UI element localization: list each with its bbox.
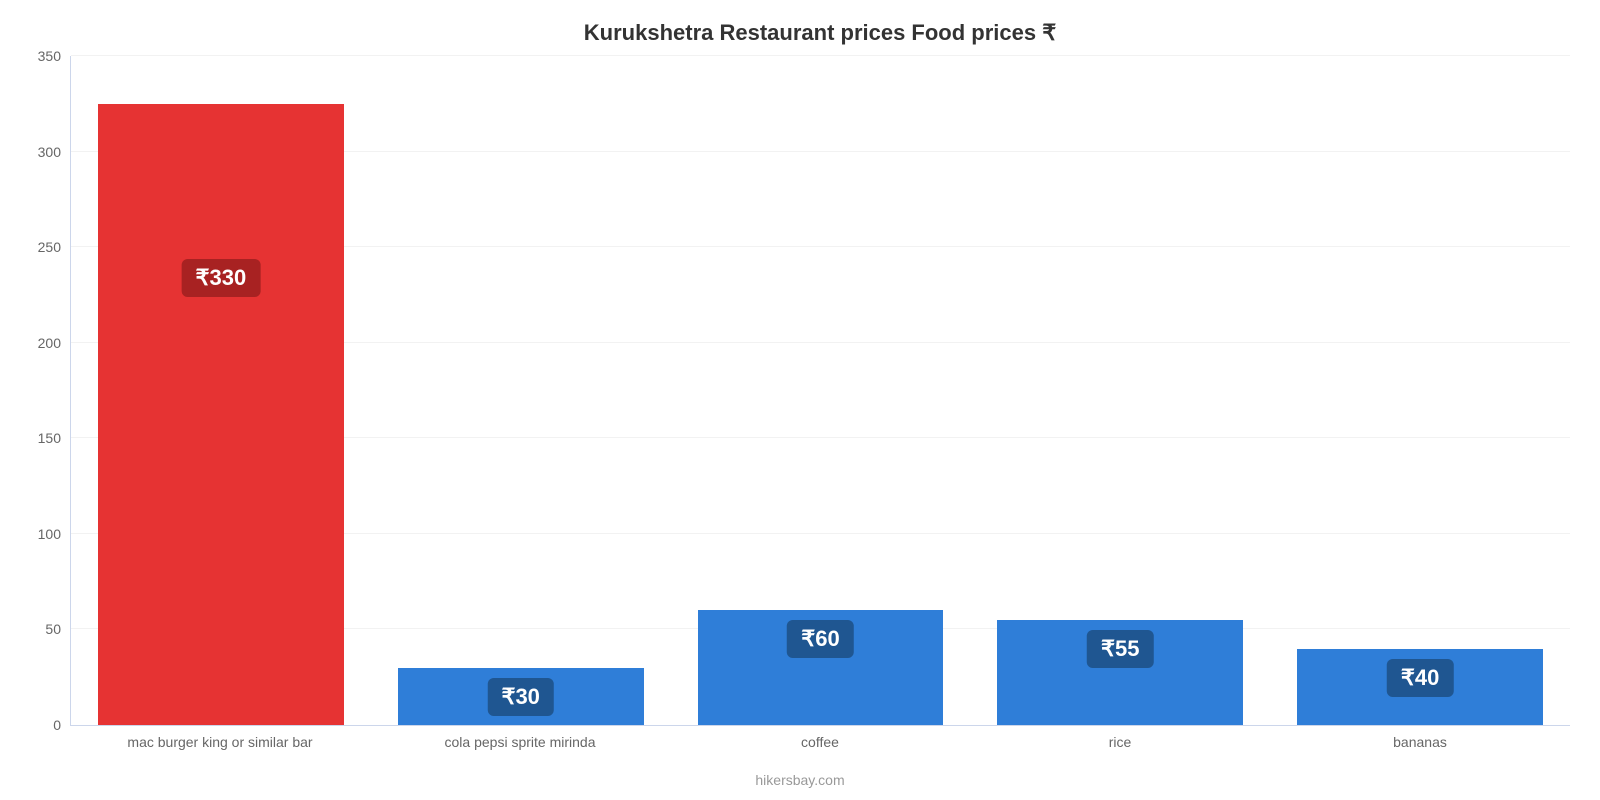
plot-area: 050100150200250300350₹330₹30₹60₹55₹40 — [70, 56, 1570, 726]
y-tick-label: 0 — [53, 717, 71, 733]
value-badge: ₹330 — [182, 259, 261, 297]
value-badge: ₹60 — [787, 620, 853, 658]
bar: ₹60 — [698, 610, 944, 725]
chart-container: Kurukshetra Restaurant prices Food price… — [0, 0, 1600, 800]
x-tick-label: mac burger king or similar bar — [70, 734, 370, 750]
x-tick-label: coffee — [670, 734, 970, 750]
bar-slot: ₹60 — [671, 56, 971, 725]
bar: ₹330 — [98, 104, 344, 725]
footer-credit: hikersbay.com — [0, 772, 1600, 788]
bar-slot: ₹30 — [371, 56, 671, 725]
chart-title: Kurukshetra Restaurant prices Food price… — [70, 20, 1570, 46]
bar: ₹40 — [1297, 649, 1543, 725]
y-tick-label: 150 — [38, 430, 71, 446]
x-tick-label: cola pepsi sprite mirinda — [370, 734, 670, 750]
x-tick-label: bananas — [1270, 734, 1570, 750]
value-badge: ₹55 — [1087, 630, 1153, 668]
bars-row: ₹330 ₹30 ₹60 ₹55 ₹40 — [71, 56, 1570, 725]
bar-slot: ₹330 — [71, 56, 371, 725]
y-tick-label: 200 — [38, 335, 71, 351]
value-badge: ₹40 — [1387, 659, 1453, 697]
bar-slot: ₹55 — [970, 56, 1270, 725]
y-tick-label: 350 — [38, 48, 71, 64]
x-axis-labels: mac burger king or similar barcola pepsi… — [70, 734, 1570, 750]
y-tick-label: 250 — [38, 239, 71, 255]
bar: ₹30 — [398, 668, 644, 725]
y-tick-label: 50 — [45, 621, 71, 637]
x-tick-label: rice — [970, 734, 1270, 750]
y-tick-label: 300 — [38, 144, 71, 160]
y-tick-label: 100 — [38, 526, 71, 542]
value-badge: ₹30 — [487, 678, 553, 716]
bar: ₹55 — [997, 620, 1243, 725]
bar-slot: ₹40 — [1270, 56, 1570, 725]
